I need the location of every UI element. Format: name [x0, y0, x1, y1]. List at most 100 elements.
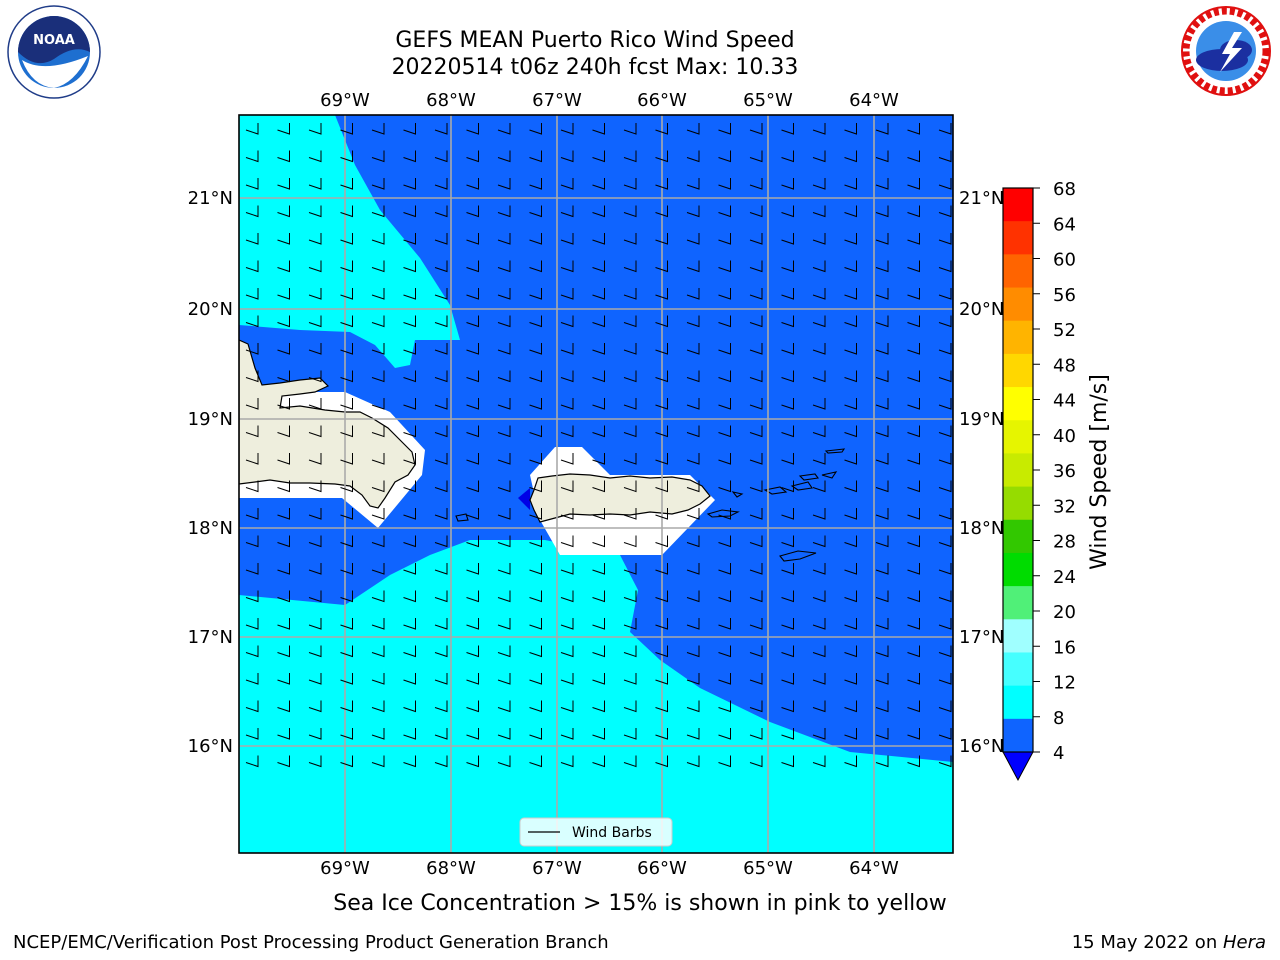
- wind-barb: [749, 700, 763, 713]
- wind-barb: [245, 233, 259, 245]
- wind-barb: [686, 535, 700, 548]
- wind-barb: [277, 673, 290, 685]
- wind-barb: [844, 535, 857, 548]
- wind-barb: [340, 480, 353, 493]
- wind-barb: [497, 618, 511, 630]
- wind-barb: [466, 453, 479, 465]
- wind-barb: [340, 343, 353, 355]
- wind-barb: [749, 453, 763, 465]
- wind-barb: [340, 205, 353, 218]
- lon-labels-top: 69°W 68°W 67°W 66°W 65°W 64°W: [320, 90, 899, 111]
- wind-barb: [308, 673, 322, 685]
- wind-barb: [277, 315, 290, 328]
- wind-barb: [749, 755, 763, 768]
- wind-barb: [686, 618, 700, 630]
- wind-barb: [875, 700, 889, 713]
- wind-barb: [875, 453, 889, 465]
- wind-barb: [560, 370, 574, 383]
- wind-barb: [907, 645, 920, 658]
- wind-barb: [781, 260, 794, 273]
- wind-barb: [781, 453, 794, 465]
- wind-barb: [749, 288, 763, 300]
- wind-barb: [718, 343, 731, 355]
- wind-barb: [592, 645, 605, 658]
- wind-barb: [875, 508, 889, 520]
- wind-barb: [308, 590, 322, 603]
- wind-barb: [623, 205, 637, 218]
- wind-barb: [781, 123, 794, 135]
- wind-barb: [371, 563, 385, 575]
- wind-barb: [592, 123, 605, 135]
- wind-barb: [686, 563, 700, 575]
- wind-barb: [781, 645, 794, 658]
- wind-barb: [277, 123, 290, 135]
- wind-barb: [371, 178, 385, 190]
- wind-barb: [875, 315, 889, 328]
- colorbar-segment: [1003, 552, 1033, 587]
- lat-label: 18°N: [959, 518, 1004, 539]
- wind-barb: [592, 480, 605, 493]
- wind-barb: [844, 398, 857, 410]
- wind-barb: [623, 425, 637, 438]
- wind-barb: [623, 370, 637, 383]
- wind-barb: [434, 535, 448, 548]
- wind-barb: [497, 343, 511, 355]
- lat-labels-right: 21°N 20°N 19°N 18°N 17°N 16°N: [959, 188, 1004, 757]
- colorbar-segment: [1003, 486, 1033, 521]
- wind-barb: [277, 398, 290, 410]
- wind-barb: [529, 673, 542, 685]
- wind-barb: [907, 453, 920, 465]
- lat-label: 16°N: [959, 736, 1004, 757]
- wind-barb: [812, 343, 826, 355]
- wind-barb: [497, 645, 511, 658]
- wind-barb: [718, 150, 731, 163]
- wind-barb: [403, 755, 416, 768]
- lon-label: 69°W: [320, 90, 370, 111]
- colorbar-segment: [1003, 387, 1033, 421]
- wind-barb: [245, 288, 259, 300]
- lon-label: 69°W: [320, 858, 370, 879]
- wind-barb: [466, 205, 479, 218]
- wind-barb: [403, 535, 416, 548]
- wind-barb: [497, 288, 511, 300]
- wind-barb: [907, 590, 920, 603]
- wind-barb: [749, 535, 763, 548]
- wind-barb: [844, 590, 857, 603]
- wind-barb: [403, 728, 416, 740]
- wind-barb: [245, 425, 259, 438]
- wind-barb: [655, 618, 668, 630]
- wind-barb: [466, 508, 479, 520]
- wind-barb: [749, 343, 763, 355]
- wind-barb: [277, 728, 290, 740]
- wind-barb: [718, 700, 731, 713]
- wind-speed-colorbar: [1003, 188, 1033, 753]
- wind-barb: [560, 700, 574, 713]
- wind-barb: [655, 260, 668, 273]
- colorbar-tick-label: 60: [1053, 250, 1076, 271]
- wind-barb: [718, 260, 731, 273]
- wind-barb: [529, 178, 542, 190]
- wind-barb: [655, 508, 668, 520]
- wind-barb: [938, 370, 952, 383]
- wind-barb: [907, 178, 920, 190]
- wind-barb: [749, 425, 763, 438]
- wind-barb: [308, 233, 322, 245]
- wind-barb: [529, 590, 542, 603]
- wind-barb: [434, 673, 448, 685]
- wind-barb: [308, 315, 322, 328]
- lat-label: 19°N: [188, 409, 233, 430]
- wind-barb: [781, 205, 794, 218]
- wind-barb: [466, 618, 479, 630]
- wind-barb: [592, 205, 605, 218]
- wind-barb: [844, 370, 857, 383]
- wind-barb: [938, 618, 952, 630]
- wind-barb: [907, 480, 920, 493]
- wind-barb: [875, 123, 889, 135]
- wind-barb: [340, 260, 353, 273]
- wind-barb: [466, 728, 479, 740]
- wind-barb: [592, 425, 605, 438]
- wind-barb: [592, 398, 605, 410]
- wind-barb: [592, 535, 605, 548]
- wind-barb: [907, 700, 920, 713]
- wind-barb: [623, 700, 637, 713]
